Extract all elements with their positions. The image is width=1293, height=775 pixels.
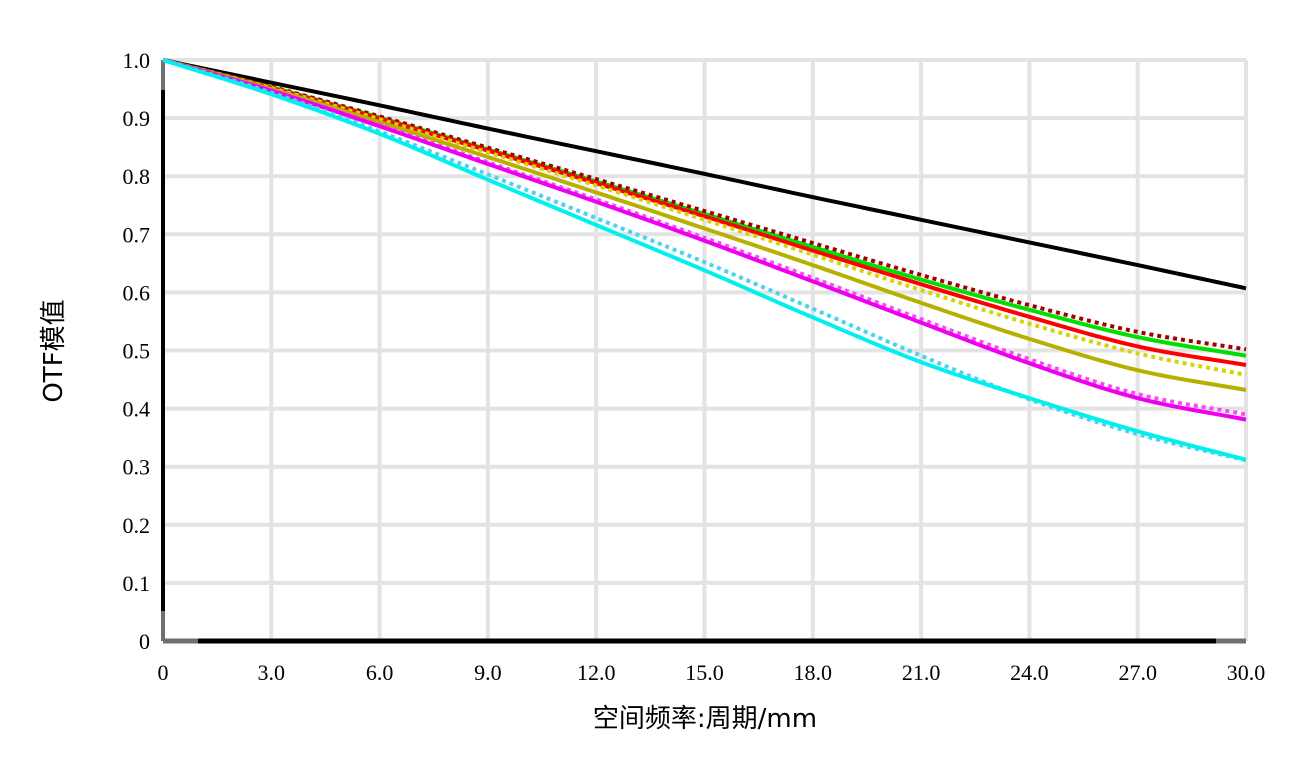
y-tick-label: 0.9 <box>123 106 151 131</box>
series-line <box>162 58 1247 417</box>
x-tick-label: 12.0 <box>577 660 616 685</box>
series-line <box>162 58 1247 291</box>
x-tick-label: 6.0 <box>366 660 394 685</box>
y-tick-label: 0.6 <box>123 280 151 305</box>
y-tick-label: 0.2 <box>123 513 151 538</box>
x-tick-label: 3.0 <box>258 660 286 685</box>
y-axis-title: OTF模值 <box>39 299 69 402</box>
x-tick-label: 21.0 <box>902 660 941 685</box>
y-tick-label: 0.4 <box>123 397 151 422</box>
series-line <box>162 58 1247 462</box>
series-line <box>162 58 1247 463</box>
x-tick-label: 24.0 <box>1010 660 1049 685</box>
series-line <box>162 58 1247 392</box>
tick-labels: 0 3.0 6.0 9.0 12.0 15.0 18.0 21.0 24.0 27.0 30.0 0 0… <box>123 48 1266 685</box>
y-tick-label: 0.5 <box>123 339 151 364</box>
series-line <box>162 58 1247 422</box>
x-axis-title: 空间频率:周期/mm <box>593 704 817 734</box>
series-line <box>162 58 1247 377</box>
y-tick-label: 0.1 <box>123 571 151 596</box>
y-tick-label: 0.8 <box>123 164 151 189</box>
grid <box>163 58 1248 641</box>
y-tick-label: 1.0 <box>123 48 151 73</box>
x-tick-label: 30.0 <box>1227 660 1266 685</box>
y-tick-label: 0 <box>139 629 150 654</box>
series-group <box>162 58 1247 463</box>
x-tick-label: 0 <box>158 660 169 685</box>
x-tick-label: 27.0 <box>1118 660 1157 685</box>
x-tick-label: 9.0 <box>474 660 502 685</box>
x-tick-label: 15.0 <box>685 660 724 685</box>
x-tick-label: 18.0 <box>794 660 833 685</box>
axes <box>161 60 1246 644</box>
y-tick-label: 0.7 <box>123 222 151 247</box>
y-tick-label: 0.3 <box>123 455 151 480</box>
